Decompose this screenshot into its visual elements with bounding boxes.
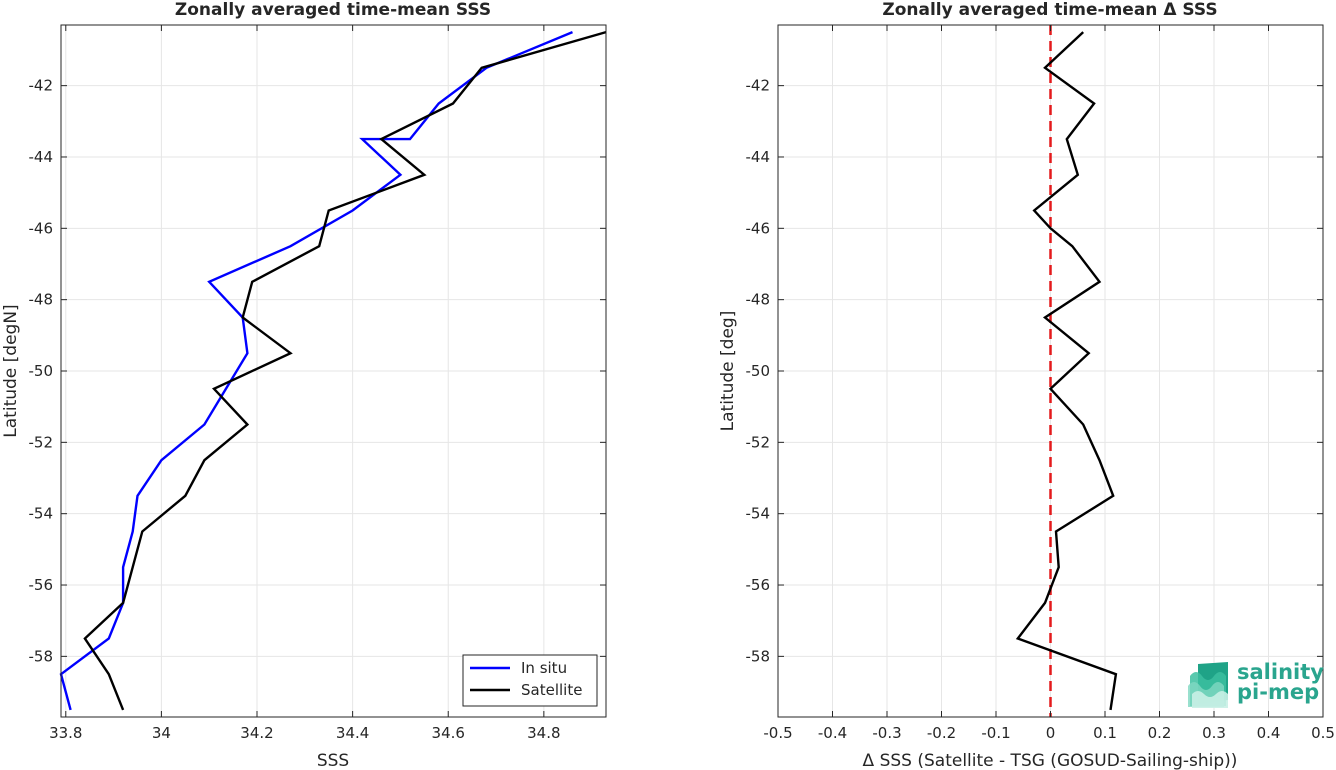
sss-grid: [61, 25, 606, 717]
x-tick-label: 0.2: [1148, 724, 1172, 742]
y-tick-label: -56: [29, 576, 54, 594]
logo-wave-icon: [1188, 662, 1228, 708]
sss-satellite-line: [83, 30, 607, 711]
x-tick-label: 33.8: [49, 724, 82, 742]
x-tick-label: -0.1: [981, 724, 1010, 742]
x-tick-label: 34.8: [527, 724, 560, 742]
y-tick-label: -58: [746, 647, 771, 665]
x-tick-label: 34.6: [432, 724, 465, 742]
sss-series-layer: [59, 30, 607, 711]
y-tick-label: -44: [29, 148, 54, 166]
logo-text-line1: salinity: [1237, 660, 1324, 684]
delta-sss-panel: -0.5 -0.4 -0.3 -0.2 -0.1 0 0.1 0.2 0.3 0.4 0.5 -58 -…: [718, 0, 1335, 770]
legend-box: [462, 654, 598, 707]
sss-legend: In situ Satellite: [462, 654, 598, 707]
delta-x-axis-label: Δ SSS (Satellite - TSG (GOSUD-Sailing-sh…: [863, 751, 1238, 770]
y-tick-label: -48: [29, 291, 54, 309]
salinity-pi-mep-logo: salinity pi-mep: [1188, 660, 1324, 708]
x-tick-label: 0: [1046, 724, 1056, 742]
sss-x-axis-label: SSS: [317, 751, 349, 770]
y-tick-label: -46: [746, 219, 771, 237]
sss-panel: 33.8 34 34.2 34.4 34.6 34.8 -58 -56 -54 -52 -50 -48…: [1, 0, 607, 770]
sss-in-situ-line: [59, 30, 573, 711]
y-tick-label: -56: [746, 576, 771, 594]
x-tick-label: -0.4: [818, 724, 847, 742]
x-tick-label: 0.4: [1257, 724, 1281, 742]
x-tick-label: -0.3: [872, 724, 901, 742]
legend-label-in-situ: In situ: [521, 659, 567, 677]
y-tick-label: -52: [29, 433, 54, 451]
delta-series-0-line: [1015, 31, 1118, 711]
x-tick-label: 0.3: [1202, 724, 1226, 742]
delta-ticks: -0.5 -0.4 -0.3 -0.2 -0.1 0 0.1 0.2 0.3 0.4 0.5 -58 -…: [746, 25, 1335, 742]
y-tick-label: -58: [29, 647, 54, 665]
delta-y-axis-label: Latitude [deg]: [718, 311, 738, 432]
sss-ticks: 33.8 34 34.2 34.4 34.6 34.8 -58 -56 -54 -52 -50 -48…: [29, 25, 606, 742]
x-tick-label: 34.4: [336, 724, 369, 742]
x-tick-label: 0.5: [1311, 724, 1335, 742]
sss-chart-title: Zonally averaged time-mean SSS: [175, 0, 491, 20]
y-tick-label: -52: [746, 433, 771, 451]
delta-series-layer: [1015, 25, 1118, 717]
sss-y-axis-label: Latitude [degN]: [1, 304, 21, 437]
x-tick-label: -0.5: [763, 724, 792, 742]
y-tick-label: -44: [746, 148, 771, 166]
x-tick-label: 0.1: [1093, 724, 1117, 742]
y-tick-label: -54: [29, 505, 54, 523]
y-tick-label: -42: [746, 77, 771, 95]
y-tick-label: -50: [746, 362, 771, 380]
y-tick-label: -46: [29, 219, 54, 237]
logo-text-line2: pi-mep: [1237, 680, 1319, 704]
x-tick-label: 34.2: [240, 724, 273, 742]
delta-chart-title: Zonally averaged time-mean Δ SSS: [882, 0, 1217, 20]
legend-label-satellite: Satellite: [521, 681, 582, 699]
x-tick-label: 34: [152, 724, 171, 742]
y-tick-label: -48: [746, 291, 771, 309]
y-tick-label: -50: [29, 362, 54, 380]
x-tick-label: -0.2: [927, 724, 956, 742]
y-tick-label: -54: [746, 505, 771, 523]
y-tick-label: -42: [29, 77, 54, 95]
